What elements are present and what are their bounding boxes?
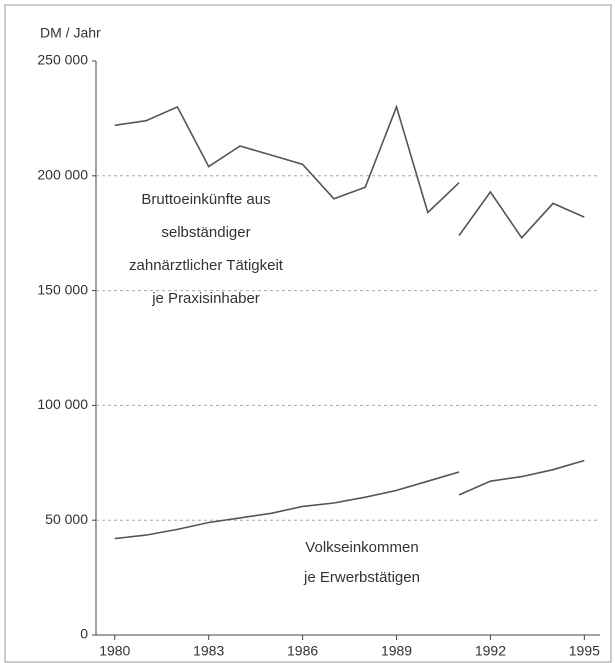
annotation: je Erwerbstätigen [303, 569, 420, 586]
frame [4, 4, 612, 663]
y-tick-label: 150 000 [37, 281, 88, 297]
y-unit-label: DM / Jahr [40, 25, 101, 41]
annotation: Volkseinkommen [305, 539, 418, 556]
x-tick-label: 1983 [193, 643, 224, 659]
annotation: Bruttoeinkünfte aus [141, 191, 270, 208]
annotation: zahnärztlicher Tätigkeit [129, 257, 284, 274]
y-tick-label: 200 000 [37, 167, 88, 183]
y-tick-label: 100 000 [37, 396, 88, 412]
y-tick-label: 50 000 [45, 511, 88, 527]
x-tick-label: 1989 [381, 643, 412, 659]
annotation: selbständiger [161, 224, 250, 241]
annotation: je Praxisinhaber [151, 290, 260, 307]
y-tick-label: 0 [80, 626, 88, 642]
x-tick-label: 1992 [475, 643, 506, 659]
y-tick-label: 250 000 [37, 52, 88, 68]
series-line [114, 104, 585, 240]
x-tick-label: 1986 [287, 643, 318, 659]
x-tick-label: 1980 [99, 643, 130, 659]
x-tick-label: 1995 [569, 643, 600, 659]
series-line [114, 459, 585, 540]
